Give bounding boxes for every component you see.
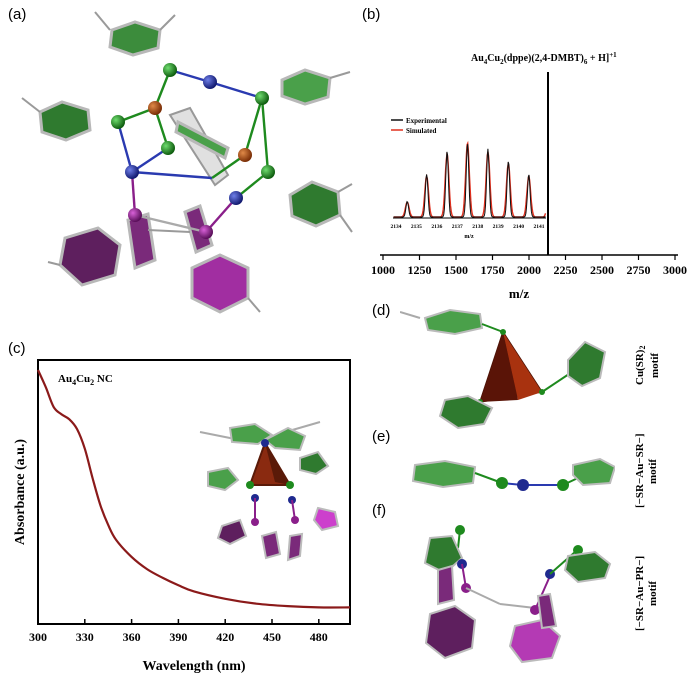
sulfur-atom bbox=[111, 115, 125, 129]
ms-x-tick-label: 2250 bbox=[554, 263, 578, 277]
inset-tick-label: 2141 bbox=[534, 224, 545, 230]
sulfur-atom bbox=[161, 141, 175, 155]
inset-tick-label: 2137 bbox=[452, 224, 463, 230]
panel-label-c: (c) bbox=[8, 340, 26, 357]
inset-tick-label: 2140 bbox=[513, 224, 524, 230]
inset-ticks: 2134 2135 2136 2137 2138 2139 2140 2141 bbox=[391, 224, 545, 230]
gold-atom bbox=[229, 191, 243, 205]
panel-label-a: (a) bbox=[8, 6, 27, 23]
ms-x-tick-label: 2500 bbox=[590, 263, 614, 277]
motif-f-structure bbox=[423, 525, 612, 664]
sulfur-atom bbox=[261, 165, 275, 179]
motif-e-label: [−SR−Au−SR−] motif bbox=[634, 433, 659, 509]
plot-frame bbox=[37, 359, 351, 625]
ms-title: Au4Cu2(dppe)(2,4-DMBT)6 + H]+1 bbox=[471, 51, 617, 66]
c-x-tick-label: 330 bbox=[76, 630, 94, 644]
inset-experimental-curve bbox=[393, 144, 546, 218]
c-x-tick-label: 480 bbox=[310, 630, 328, 644]
ms-x-tick-label: 2750 bbox=[627, 263, 651, 277]
sulfur-atom bbox=[255, 91, 269, 105]
ms-x-tick-label: 2000 bbox=[517, 263, 541, 277]
inset-legend-simulated: Simulated bbox=[406, 127, 436, 135]
gold-atom bbox=[517, 479, 529, 491]
motif-d-label: Cu(SR)2 motif bbox=[634, 345, 662, 385]
c-annotation: Au4Cu2 NC bbox=[58, 373, 113, 387]
c-ylabel: Absorbance (a.u.) bbox=[13, 439, 28, 546]
copper-atom bbox=[148, 101, 162, 115]
c-x-tick-label: 300 bbox=[29, 630, 47, 644]
ms-x-tick-label: 1500 bbox=[444, 263, 468, 277]
phosphorus-atom bbox=[199, 225, 213, 239]
inset-tick-label: 2134 bbox=[391, 224, 402, 230]
absorbance-chart-c: 300 330 360 390 420 450 480 Wavelength (nm) Ab… bbox=[13, 359, 351, 674]
inset-structure-c bbox=[199, 421, 340, 562]
sulfur-atom bbox=[557, 479, 569, 491]
sulfur-atom bbox=[496, 477, 508, 489]
ms-x-tick-label: 1750 bbox=[481, 263, 505, 277]
gold-atom bbox=[203, 75, 217, 89]
c-x-tick-label: 390 bbox=[169, 630, 187, 644]
ms-xlabel: m/z bbox=[509, 286, 529, 300]
inset-tick-label: 2139 bbox=[493, 224, 504, 230]
ms-x-tick-label: 1250 bbox=[408, 263, 432, 277]
motif-f-label: [−SR−Au−PR−] motif bbox=[634, 555, 659, 631]
inset-xlabel: m/z bbox=[464, 234, 474, 240]
inset-tick-label: 2135 bbox=[411, 224, 422, 230]
sulfur-atom bbox=[163, 63, 177, 77]
crystal-structure-a bbox=[21, 11, 353, 314]
inset-legend-experimental: Experimental bbox=[406, 117, 447, 125]
inset-tick-label: 2138 bbox=[472, 224, 483, 230]
motif-d-structure bbox=[400, 308, 607, 430]
phosphorus-atom bbox=[128, 208, 142, 222]
phenyl-rings-green bbox=[38, 20, 342, 228]
panel-label-b: (b) bbox=[362, 6, 381, 23]
mass-spectrum-b: Au4Cu2(dppe)(2,4-DMBT)6 + H]+1 1000 1250 1… bbox=[371, 51, 687, 300]
copper-atom bbox=[238, 148, 252, 162]
gold-atom bbox=[125, 165, 139, 179]
panel-label-f: (f) bbox=[372, 502, 387, 519]
ms-x-tick-label: 1000 bbox=[371, 263, 395, 277]
ms-x-tick-label: 3000 bbox=[663, 263, 687, 277]
panel-label-e: (e) bbox=[372, 428, 391, 445]
panel-label-d: (d) bbox=[372, 302, 391, 319]
c-x-ticks: 300 330 360 390 420 450 480 bbox=[29, 619, 328, 644]
inset-tick-label: 2136 bbox=[431, 224, 442, 230]
c-x-tick-label: 420 bbox=[216, 630, 234, 644]
absorbance-series-line bbox=[36, 369, 351, 609]
c-x-tick-label: 360 bbox=[123, 630, 141, 644]
c-x-tick-label: 450 bbox=[263, 630, 281, 644]
phenyl-rings-purple bbox=[58, 204, 250, 314]
c-xlabel: Wavelength (nm) bbox=[142, 659, 245, 674]
ms-inset: Experimental Simulated 2134 2135 2136 2137 2… bbox=[391, 117, 547, 240]
motif-e-structure bbox=[411, 457, 615, 491]
ms-x-ticks: 1000 1250 1500 1750 2000 2250 2500 2750 3000 bbox=[371, 255, 687, 277]
